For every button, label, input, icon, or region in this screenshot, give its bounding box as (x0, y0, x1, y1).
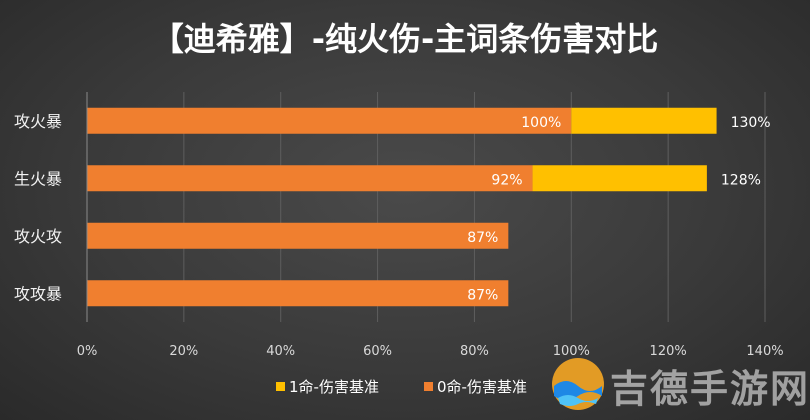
category-label: 生火暴 (14, 169, 62, 188)
legend-label-c1: 1命-伤害基准 (289, 378, 379, 396)
x-tick-label: 0% (77, 344, 98, 359)
chart-title: 【迪希雅】-纯火伤-主词条伤害对比 (151, 20, 659, 58)
x-tick-label: 100% (553, 344, 590, 359)
bar-base-damage (87, 107, 572, 134)
data-label-c1: 130% (731, 115, 771, 131)
x-tick-label: 20% (169, 344, 198, 359)
x-tick-label: 60% (363, 344, 392, 359)
legend-label-base: 0命-伤害基准 (437, 378, 527, 396)
watermark: 吉德手游网 (548, 352, 810, 420)
bar-c1-damage (532, 165, 707, 192)
category-label: 攻火攻 (14, 227, 62, 246)
data-label-base: 100% (521, 115, 561, 131)
bar-base-damage (87, 222, 509, 249)
x-tick-label: 40% (266, 344, 295, 359)
legend-swatch-base (424, 382, 433, 391)
data-label-base: 87% (467, 287, 498, 303)
watermark-logo-icon (552, 358, 604, 410)
category-label: 攻攻暴 (14, 284, 62, 303)
bar-base-damage (87, 280, 509, 307)
category-label: 攻火暴 (14, 112, 62, 131)
watermark-text: 吉德手游网 (610, 366, 810, 411)
bar-base-damage (87, 165, 533, 192)
bar-c1-damage (571, 107, 717, 134)
data-label-c1: 128% (721, 172, 761, 188)
x-tick-label: 120% (650, 344, 687, 359)
x-tick-label: 140% (746, 344, 783, 359)
x-tick-label: 80% (460, 344, 489, 359)
legend-swatch-c1 (276, 382, 285, 391)
data-label-base: 87% (467, 230, 498, 246)
data-label-base: 92% (491, 172, 522, 188)
